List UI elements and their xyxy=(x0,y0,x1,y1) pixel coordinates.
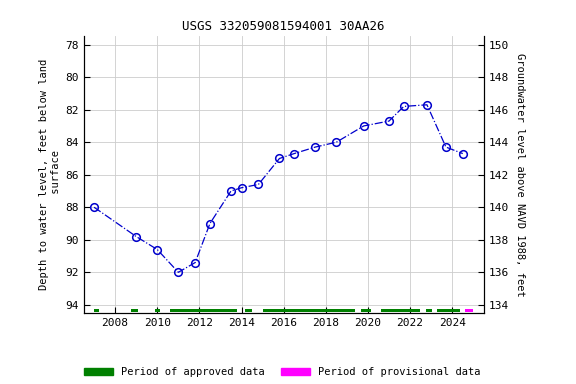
Bar xyxy=(94,309,99,312)
Bar xyxy=(263,309,355,312)
Y-axis label: Groundwater level above NAVD 1988, feet: Groundwater level above NAVD 1988, feet xyxy=(514,53,525,296)
Bar xyxy=(170,309,237,312)
Bar xyxy=(381,309,419,312)
Y-axis label: Depth to water level, feet below land
 surface: Depth to water level, feet below land su… xyxy=(39,59,61,290)
Title: USGS 332059081594001 30AA26: USGS 332059081594001 30AA26 xyxy=(183,20,385,33)
Bar xyxy=(245,309,252,312)
Bar xyxy=(361,309,371,312)
Bar xyxy=(155,309,161,312)
Legend: Period of approved data, Period of provisional data: Period of approved data, Period of provi… xyxy=(84,367,481,377)
Bar xyxy=(426,309,432,312)
Bar xyxy=(438,309,460,312)
Bar xyxy=(131,309,138,312)
Bar xyxy=(465,309,473,312)
